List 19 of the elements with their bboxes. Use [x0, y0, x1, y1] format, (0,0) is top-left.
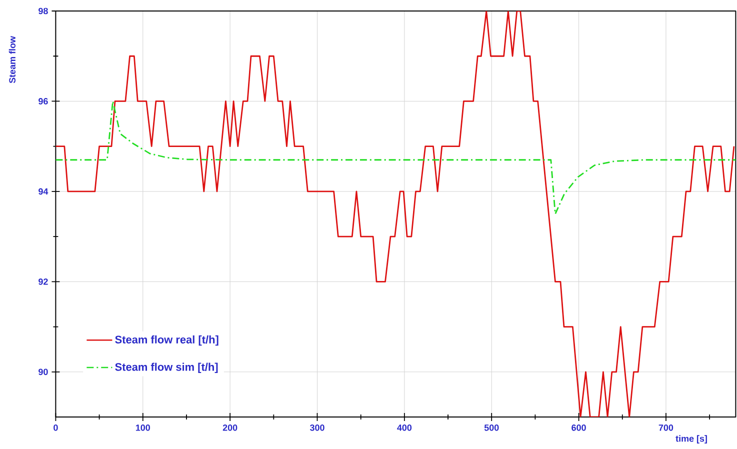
x-tick-label: 300: [310, 424, 324, 431]
line-series: [56, 11, 735, 417]
x-tick-label: 0: [54, 424, 58, 431]
x-axis-title: time [s]: [676, 435, 707, 444]
x-tick-label: 500: [484, 424, 499, 431]
y-tick-label: 94: [38, 188, 48, 195]
x-tick-label: 600: [572, 424, 586, 431]
y-tick-label: 98: [38, 8, 48, 14]
y-tick-label: 96: [38, 98, 48, 104]
x-tick-label: 200: [222, 424, 238, 431]
legend-label: Steam flow real [t/h]: [115, 335, 218, 346]
x-tick-label: 700: [658, 424, 674, 431]
y-tick-label: 92: [38, 278, 48, 285]
y-tick-label: 90: [38, 368, 48, 376]
x-tick-label: 400: [397, 424, 412, 431]
line-series: [56, 100, 736, 215]
x-tick-label: 100: [136, 424, 150, 431]
y-axis-title: Steam flow: [8, 36, 16, 84]
legend-label: Steam flow sim [t/h]: [115, 362, 218, 373]
